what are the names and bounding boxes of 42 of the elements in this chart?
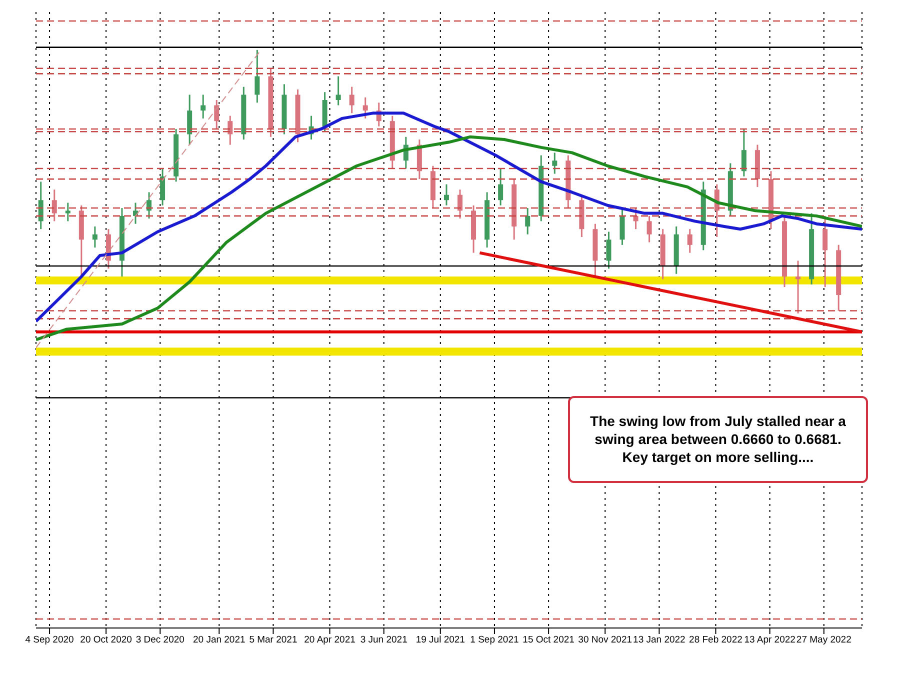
x-tick-label: 19 Jul 2021 <box>416 634 465 646</box>
x-tick-label: 3 Jun 2021 <box>360 634 408 646</box>
candlestick <box>349 86 354 114</box>
candlestick <box>498 168 504 206</box>
candlestick <box>254 49 260 104</box>
candlestick <box>146 191 152 220</box>
candlestick <box>606 230 612 270</box>
x-tick-label: 30 Nov 2021 <box>578 634 632 646</box>
candlestick <box>336 76 341 106</box>
candlestick <box>160 168 166 206</box>
candlestick <box>646 215 652 244</box>
candlestick <box>822 215 828 288</box>
candlestick <box>200 94 206 120</box>
candlestick <box>444 184 449 206</box>
x-tick-label: 15 Oct 2021 <box>522 634 574 646</box>
candlestick <box>362 96 368 120</box>
candlestick <box>92 226 98 248</box>
candlestick <box>458 188 462 220</box>
x-tick-label: 28 Feb 2022 <box>689 634 742 646</box>
x-tick-label: 27 May 2022 <box>796 634 852 646</box>
candlestick <box>65 202 70 222</box>
note-box: The swing low from July stalled near a swing area between 0.6660 to 0.6681. Key target on more selling.... <box>568 396 868 483</box>
x-tick-label: 5 Mar 2021 <box>249 634 298 646</box>
candlestick <box>228 115 233 146</box>
x-tick-label: 20 Oct 2020 <box>80 634 132 646</box>
x-tick-label: 13 Apr 2022 <box>744 634 796 646</box>
candlestick <box>187 94 192 146</box>
candlestick <box>796 260 801 314</box>
candlestick <box>214 99 220 130</box>
x-tick-label: 1 Sep 2021 <box>470 634 519 646</box>
x-tick-label: 20 Jan 2021 <box>192 634 246 646</box>
candlestick <box>525 207 530 236</box>
candlestick <box>38 180 44 230</box>
x-tick-label: 20 Apr 2021 <box>304 634 356 646</box>
candlestick <box>620 207 625 246</box>
candlestick <box>552 152 558 175</box>
candlestick <box>687 228 692 254</box>
candlestick <box>741 128 746 178</box>
candlestick <box>52 188 57 222</box>
x-tick-label: 4 Sep 2020 <box>25 634 74 646</box>
x-tick-label: 13 Jan 2022 <box>633 634 686 646</box>
x-tick-label: 3 Dec 2020 <box>136 634 184 646</box>
